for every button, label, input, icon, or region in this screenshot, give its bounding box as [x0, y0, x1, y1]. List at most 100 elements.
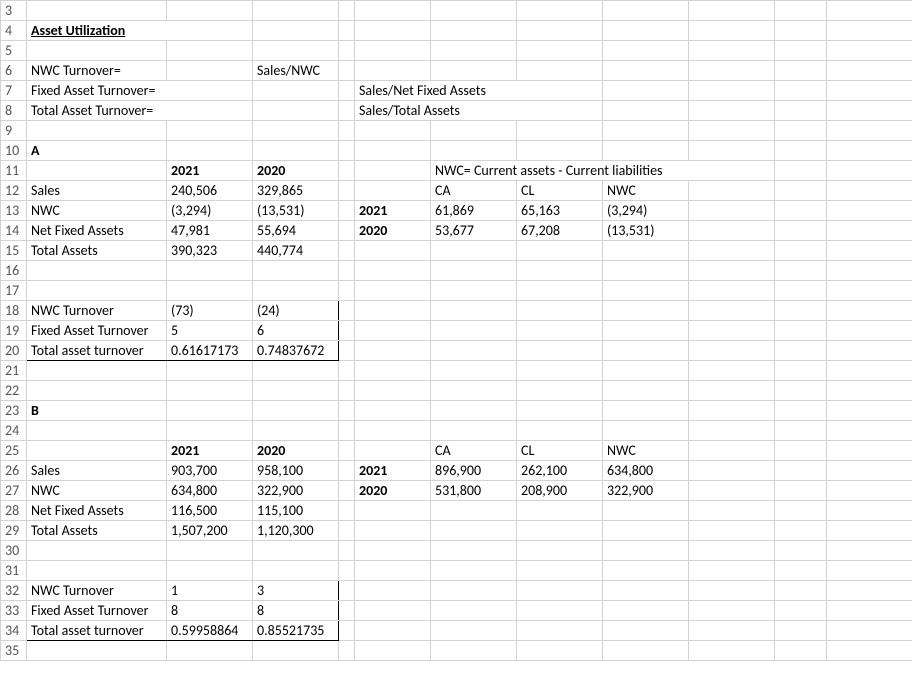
row-number: 16	[1, 261, 27, 281]
row-label: Net Fixed Assets	[27, 501, 167, 521]
row-number: 15	[1, 241, 27, 261]
cell-value: 322,900	[603, 481, 689, 501]
row-number: 11	[1, 161, 27, 181]
cell-value: 3	[253, 581, 339, 601]
cell-value: 6	[253, 321, 339, 341]
cell-value: 240,506	[167, 181, 253, 201]
side-year: 2021	[355, 461, 431, 481]
year-header: 2020	[253, 441, 339, 461]
col-header: CA	[431, 181, 517, 201]
row-label: Sales	[27, 461, 167, 481]
cell-value: 0.85521735	[253, 621, 339, 641]
row-number: 26	[1, 461, 27, 481]
cell-value: 0.74837672	[253, 341, 339, 361]
row-number: 10	[1, 141, 27, 161]
row-number: 5	[1, 41, 27, 61]
cell-value: 8	[167, 601, 253, 621]
cell-value: 329,865	[253, 181, 339, 201]
year-header: 2020	[253, 161, 339, 181]
row-number: 33	[1, 601, 27, 621]
row-number: 29	[1, 521, 27, 541]
cell-value: (73)	[167, 301, 253, 321]
page-title: Asset Utilization	[27, 21, 253, 41]
row-number: 22	[1, 381, 27, 401]
row-number: 12	[1, 181, 27, 201]
cell-value: 47,981	[167, 221, 253, 241]
cell-value: 65,163	[517, 201, 603, 221]
cell-value: 1,120,300	[253, 521, 339, 541]
cell-value: 5	[167, 321, 253, 341]
row-number: 35	[1, 641, 27, 661]
row-number: 21	[1, 361, 27, 381]
formula-text: Sales/NWC	[253, 61, 339, 81]
row-number: 18	[1, 301, 27, 321]
cell-value: 53,677	[431, 221, 517, 241]
row-number: 28	[1, 501, 27, 521]
row-label: Net Fixed Assets	[27, 221, 167, 241]
cell-value: (3,294)	[603, 201, 689, 221]
cell-value: 390,323	[167, 241, 253, 261]
row-number: 23	[1, 401, 27, 421]
row-number: 32	[1, 581, 27, 601]
row-label: Total Assets	[27, 241, 167, 261]
cell-value: 903,700	[167, 461, 253, 481]
formula-label: Total Asset Turnover=	[27, 101, 253, 121]
row-number: 8	[1, 101, 27, 121]
section-a-label: A	[27, 141, 167, 161]
row-number: 3	[1, 1, 27, 21]
row-number: 9	[1, 121, 27, 141]
year-header: 2021	[167, 161, 253, 181]
cell-value: (13,531)	[253, 201, 339, 221]
row-number: 4	[1, 21, 27, 41]
cell-value: 208,900	[517, 481, 603, 501]
row-label: NWC Turnover	[27, 301, 167, 321]
cell-value: 55,694	[253, 221, 339, 241]
col-header: NWC	[603, 181, 689, 201]
col-header: NWC	[603, 441, 689, 461]
cell-value: 634,800	[167, 481, 253, 501]
grid-table: 3 4 Asset Utilization 5 6 NWC Turnover= …	[0, 0, 912, 661]
cell-value: (3,294)	[167, 201, 253, 221]
cell-value: 115,100	[253, 501, 339, 521]
year-header: 2021	[167, 441, 253, 461]
side-year: 2021	[355, 201, 431, 221]
section-b-label: B	[27, 401, 167, 421]
cell-value: 61,869	[431, 201, 517, 221]
cell-value: 0.61617173	[167, 341, 253, 361]
cell-value: (24)	[253, 301, 339, 321]
side-year: 2020	[355, 221, 431, 241]
row-number: 6	[1, 61, 27, 81]
cell-value: 1	[167, 581, 253, 601]
row-number: 25	[1, 441, 27, 461]
formula-label: NWC Turnover=	[27, 61, 167, 81]
cell-value: 0.59958864	[167, 621, 253, 641]
col-header: CL	[517, 441, 603, 461]
row-label: NWC	[27, 481, 167, 501]
row-number: 17	[1, 281, 27, 301]
cell-value: 958,100	[253, 461, 339, 481]
formula-label: Fixed Asset Turnover=	[27, 81, 253, 101]
row-label: NWC Turnover	[27, 581, 167, 601]
row-label: Fixed Asset Turnover	[27, 601, 167, 621]
spreadsheet: 3 4 Asset Utilization 5 6 NWC Turnover= …	[0, 0, 912, 684]
cell-value: 67,208	[517, 221, 603, 241]
cell-value: 116,500	[167, 501, 253, 521]
cell-value: 8	[253, 601, 339, 621]
cell-value: 262,100	[517, 461, 603, 481]
row-label: Sales	[27, 181, 167, 201]
col-header: CL	[517, 181, 603, 201]
formula-text: Sales/Total Assets	[355, 101, 603, 121]
cell-value: (13,531)	[603, 221, 689, 241]
row-label: Fixed Asset Turnover	[27, 321, 167, 341]
row-label: Total Assets	[27, 521, 167, 541]
row-number: 13	[1, 201, 27, 221]
row-number: 19	[1, 321, 27, 341]
cell-value: 896,900	[431, 461, 517, 481]
row-number: 24	[1, 421, 27, 441]
side-year: 2020	[355, 481, 431, 501]
row-label: Total asset turnover	[27, 621, 167, 641]
cell-value: 531,800	[431, 481, 517, 501]
formula-text: Sales/Net Fixed Assets	[355, 81, 603, 101]
row-number: 34	[1, 621, 27, 641]
row-number: 27	[1, 481, 27, 501]
